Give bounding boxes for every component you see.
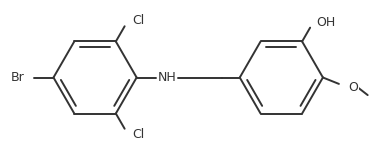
Text: OH: OH	[316, 16, 336, 29]
Text: NH: NH	[158, 71, 177, 84]
Text: Cl: Cl	[132, 128, 144, 141]
Text: Cl: Cl	[132, 14, 144, 27]
Text: O: O	[349, 81, 358, 94]
Text: Br: Br	[11, 71, 25, 84]
